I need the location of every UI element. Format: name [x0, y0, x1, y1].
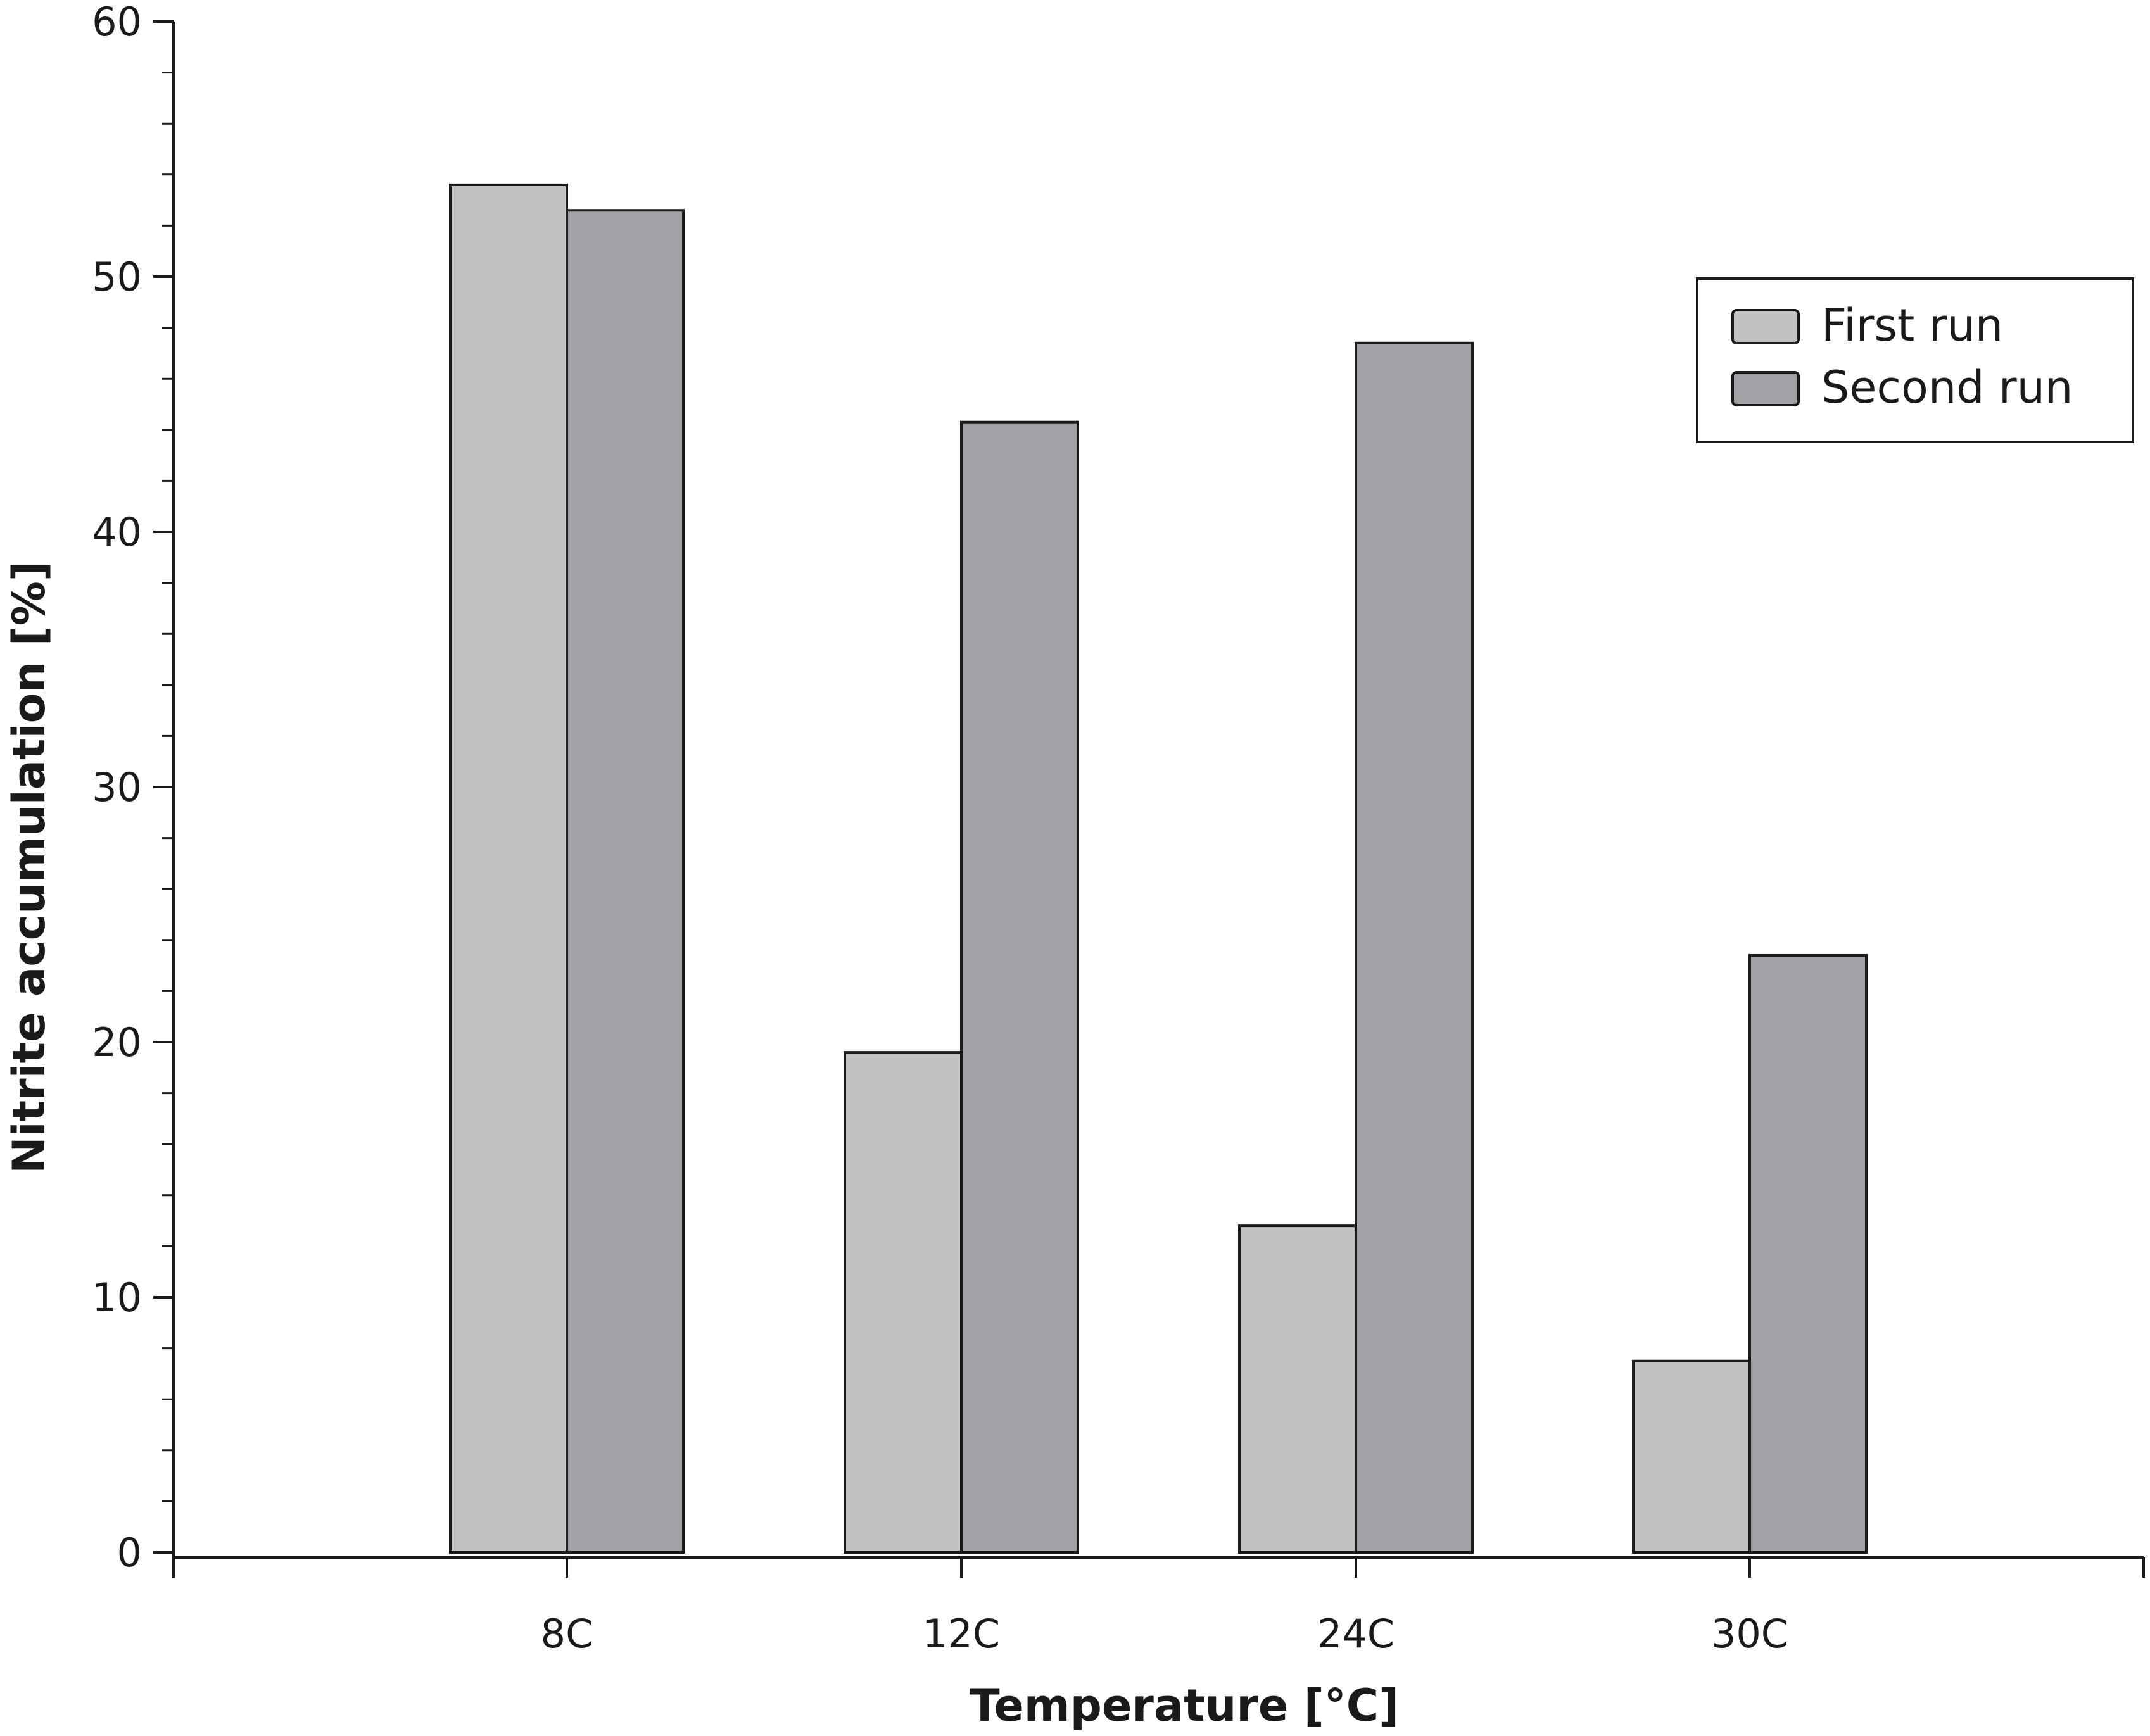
y-tick-label: 10: [92, 1274, 142, 1321]
legend-label: First run: [1821, 299, 2003, 351]
x-tick-label: 30C: [1711, 1611, 1788, 1657]
x-axis: 8C 12C 24C 30C: [172, 1556, 2145, 1657]
x-tick-label: 12C: [923, 1611, 1000, 1657]
bar-second-run: [960, 420, 1079, 1554]
y-tick-label: 40: [92, 509, 142, 555]
bar-first-run: [1632, 1359, 1751, 1554]
bar-first-run: [844, 1051, 963, 1554]
bar-second-run: [1748, 953, 1868, 1554]
legend-swatch: [1731, 309, 1800, 344]
y-axis: 0 10 20 30 40 50 60: [92, 0, 175, 1576]
y-tick-label: 60: [92, 0, 142, 45]
legend: First run Second run: [1696, 277, 2134, 443]
bars: [449, 183, 1868, 1554]
y-tick-label: 50: [92, 254, 142, 300]
y-tick-label: 0: [117, 1530, 142, 1576]
bar-second-run: [566, 209, 685, 1554]
x-axis-title: Temperature [°C]: [970, 1680, 1399, 1732]
x-tick-label: 24C: [1317, 1611, 1394, 1657]
legend-box: [1696, 277, 2134, 443]
y-tick-label: 20: [92, 1019, 142, 1066]
legend-swatch: [1731, 371, 1800, 406]
y-axis-title: Nitrite accumulation [%]: [3, 561, 55, 1174]
x-tick-label: 8C: [541, 1611, 593, 1657]
bar-first-run: [449, 183, 568, 1554]
bar-first-run: [1238, 1224, 1357, 1554]
bar-second-run: [1355, 341, 1474, 1554]
y-tick-label: 30: [92, 764, 142, 810]
legend-label: Second run: [1821, 362, 2073, 413]
